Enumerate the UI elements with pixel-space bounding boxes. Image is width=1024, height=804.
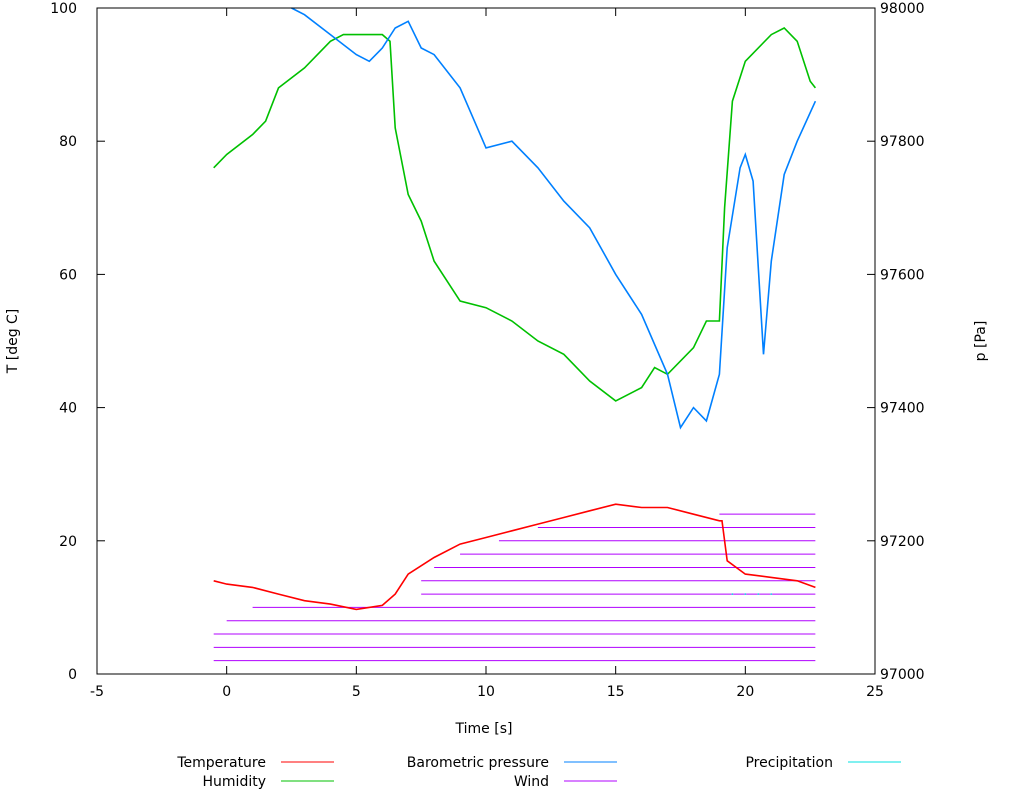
- y-axis-label: T [deg C]: [5, 309, 21, 375]
- y-tick-label: 80: [59, 134, 77, 150]
- y2-tick-label: 98000: [880, 1, 925, 17]
- x-axis-label: Time [s]: [455, 721, 513, 737]
- y2-tick-label: 97800: [880, 134, 925, 150]
- legend-label-temperature: Temperature: [176, 755, 266, 771]
- precipitation-point: [744, 593, 747, 595]
- plot-area: [213, 7, 817, 662]
- humidity-line: [213, 27, 817, 402]
- legend-label-wind: Wind: [514, 774, 549, 790]
- legend: Temperature Humidity Barometric pressure Wi…: [176, 755, 901, 790]
- y-tick-label: 20: [59, 534, 77, 550]
- y2-tick-label: 97200: [880, 534, 925, 550]
- y2-tick-label: 97600: [880, 267, 925, 283]
- x-tick-label: -5: [90, 684, 104, 700]
- precipitation-point: [770, 593, 773, 595]
- plot-frame: [96, 7, 876, 675]
- y-tick-label: 100: [50, 1, 77, 17]
- x-tick-label: 5: [352, 684, 361, 700]
- x-tick-label: 15: [607, 684, 625, 700]
- y2-axis-label: p [Pa]: [973, 321, 989, 362]
- legend-label-humidity: Humidity: [203, 774, 266, 790]
- barometric-pressure-line: [291, 7, 817, 430]
- x-tick-label: 25: [866, 684, 884, 700]
- y2-tick-label: 97400: [880, 401, 925, 417]
- legend-label-precipitation: Precipitation: [745, 755, 833, 771]
- y2-tick-label: 97000: [880, 667, 925, 683]
- y-tick-label: 40: [59, 401, 77, 417]
- precipitation-point: [731, 593, 734, 595]
- y-tick-label: 60: [59, 267, 77, 283]
- x-tick-label: 0: [222, 684, 231, 700]
- axes: -5 0 5 10 15 20 25 0 20 40 60 80 100 97000 97200 97400 9…: [50, 1, 924, 700]
- x-tick-label: 20: [736, 684, 754, 700]
- temperature-line: [213, 503, 816, 611]
- x-tick-label: 10: [477, 684, 495, 700]
- precipitation-point: [757, 593, 760, 595]
- y-tick-label: 0: [68, 667, 77, 683]
- legend-label-barometric-pressure: Barometric pressure: [407, 755, 549, 771]
